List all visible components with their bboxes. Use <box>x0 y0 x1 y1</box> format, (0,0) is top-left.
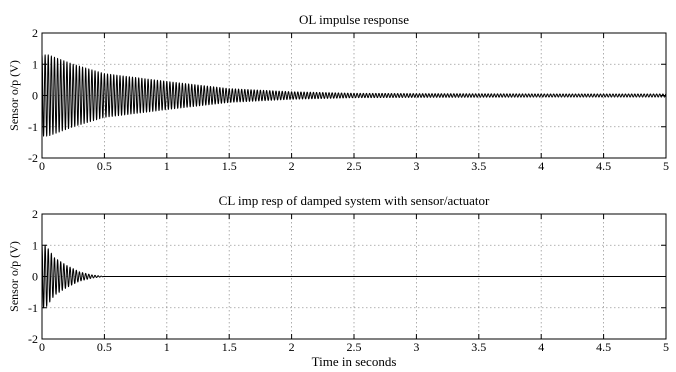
ol-impulse-response-panel: 0 0.5 1 1.5 2 2.5 3 3.5 4 4.5 5 -2 -1 0 1 2 OL impulse r… <box>7 12 669 173</box>
x-tick-label: 4 <box>538 340 544 354</box>
x-tick-label: 1 <box>164 340 170 354</box>
x-tick-label: 0.5 <box>97 159 112 173</box>
x-tick-label: 1.5 <box>222 159 237 173</box>
y-axis-label: Sensor o/p (V) <box>7 60 21 131</box>
x-tick-label: 0.5 <box>97 340 112 354</box>
x-tick-label: 3.5 <box>471 340 486 354</box>
x-tick-label: 4 <box>538 159 544 173</box>
y-tick-label: 2 <box>32 207 38 221</box>
x-tick-label: 0 <box>39 340 45 354</box>
x-tick-label: 5 <box>663 159 669 173</box>
x-tick-label: 3.5 <box>471 159 486 173</box>
panel-title: CL imp resp of damped system with sensor… <box>219 193 490 208</box>
x-tick-label: 3 <box>413 340 419 354</box>
y-axis-label: Sensor o/p (V) <box>7 241 21 312</box>
x-tick-label: 1 <box>164 159 170 173</box>
y-tick-label: -2 <box>28 332 38 346</box>
x-tick-label: 4.5 <box>596 159 611 173</box>
y-tick-label: 0 <box>32 89 38 103</box>
x-tick-label: 2.5 <box>347 340 362 354</box>
y-tick-label: 1 <box>32 57 38 71</box>
x-tick-label: 2 <box>289 159 295 173</box>
y-tick-label: 1 <box>32 238 38 252</box>
y-tick-label: -1 <box>28 301 38 315</box>
x-tick-label: 2 <box>289 340 295 354</box>
y-tick-label: -2 <box>28 151 38 165</box>
x-tick-label: 1.5 <box>222 340 237 354</box>
y-tick-label: 0 <box>32 270 38 284</box>
y-tick-label: -1 <box>28 120 38 134</box>
response-line <box>41 244 667 309</box>
panel-title: OL impulse response <box>299 12 409 27</box>
x-tick-label: 5 <box>663 340 669 354</box>
x-tick-label: 4.5 <box>596 340 611 354</box>
x-axis-label: Time in seconds <box>312 354 397 369</box>
cl-impulse-response-panel: 0 0.5 1 1.5 2 2.5 3 3.5 4 4.5 5 -2 -1 0 1 2 CL imp resp … <box>7 193 669 354</box>
x-tick-label: 3 <box>413 159 419 173</box>
response-line <box>41 54 667 137</box>
x-tick-label: 0 <box>39 159 45 173</box>
x-tick-label: 2.5 <box>347 159 362 173</box>
y-tick-label: 2 <box>32 26 38 40</box>
